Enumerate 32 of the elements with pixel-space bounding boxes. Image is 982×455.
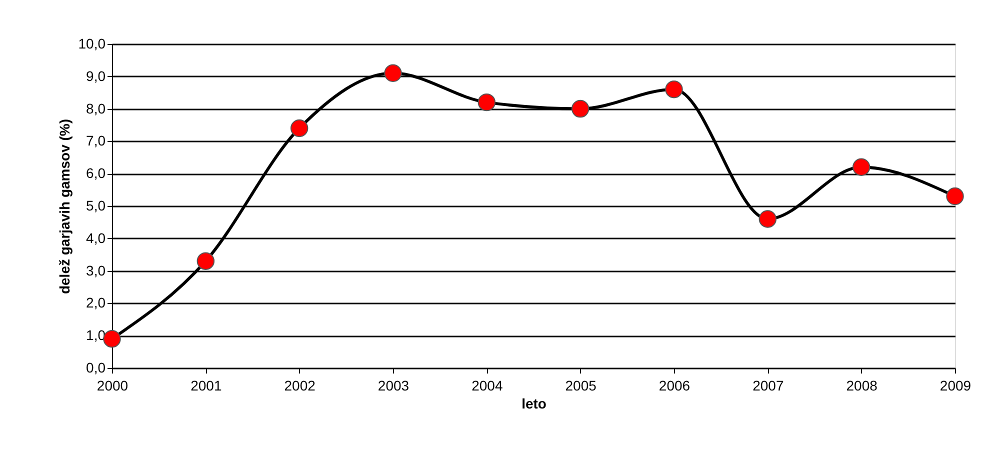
point: [478, 93, 496, 112]
x-tick-label: 2004: [472, 378, 503, 394]
y-tick-label: 7,0: [86, 132, 106, 149]
y-tick-label: 4,0: [86, 230, 106, 246]
y-tick-label: 5,0: [86, 198, 106, 214]
y-axis-title: delež garjavih gamsov (%): [56, 118, 72, 294]
x-tick-label: 2002: [284, 378, 316, 394]
x-tick-label: 2008: [846, 378, 878, 394]
point: [290, 119, 308, 138]
x-tick-label: 2009: [940, 378, 972, 394]
x-tick-label: 2003: [378, 378, 410, 394]
y-tick-label: 6,0: [86, 165, 106, 182]
y-tick-label: 10,0: [78, 36, 106, 52]
point: [196, 252, 215, 270]
point: [852, 158, 870, 176]
point: [384, 64, 402, 82]
x-tick-label: 2005: [565, 378, 597, 394]
point: [665, 80, 683, 98]
x-tick-label: 2001: [190, 378, 222, 394]
y-tick-label: 3,0: [86, 262, 106, 278]
point: [758, 210, 777, 228]
x-tick-label: 2000: [96, 378, 128, 394]
y-tick-label: 0,0: [86, 360, 106, 376]
y-tick-label: 8,0: [86, 100, 106, 116]
x-axis-title: leto: [522, 396, 546, 412]
y-tick-label: 2,0: [86, 294, 106, 311]
x-tick-label: 2007: [752, 378, 784, 394]
point: [946, 187, 964, 206]
point: [103, 330, 121, 348]
point: [571, 100, 590, 118]
x-tick-label: 2006: [658, 378, 690, 394]
y-tick-label: 9,0: [86, 68, 106, 84]
